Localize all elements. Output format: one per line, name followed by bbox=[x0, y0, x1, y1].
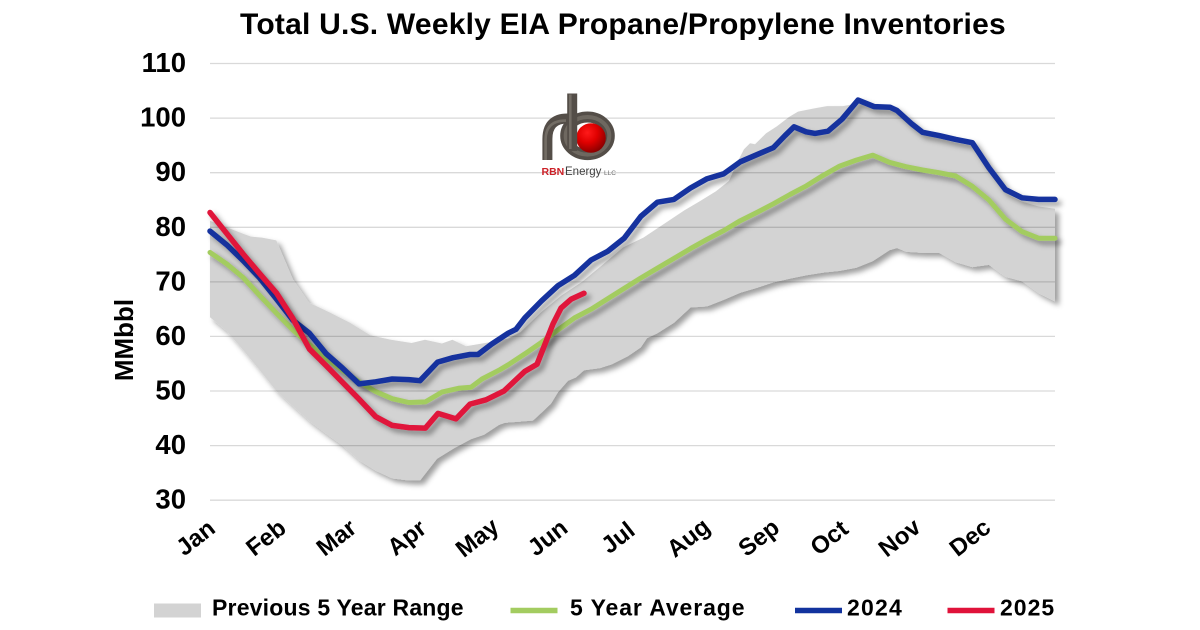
svg-text:2024: 2024 bbox=[847, 595, 903, 621]
svg-text:RBN: RBN bbox=[542, 166, 565, 178]
svg-text:110: 110 bbox=[142, 47, 186, 78]
svg-text:90: 90 bbox=[155, 156, 186, 187]
svg-text:80: 80 bbox=[155, 211, 186, 242]
svg-text:100: 100 bbox=[140, 102, 186, 133]
svg-text:5 Year Average: 5 Year Average bbox=[570, 595, 745, 621]
svg-text:40: 40 bbox=[155, 429, 186, 460]
svg-text:MMbbl: MMbbl bbox=[109, 299, 139, 381]
svg-text:50: 50 bbox=[155, 375, 186, 406]
svg-text:60: 60 bbox=[155, 320, 186, 351]
svg-text:Energy: Energy bbox=[565, 166, 602, 178]
svg-text:LLC: LLC bbox=[604, 170, 616, 177]
svg-text:Total U.S. Weekly EIA Propane/: Total U.S. Weekly EIA Propane/Propylene … bbox=[240, 8, 1006, 41]
svg-text:Previous 5 Year Range: Previous 5 Year Range bbox=[212, 595, 464, 621]
svg-text:30: 30 bbox=[155, 484, 186, 515]
svg-text:70: 70 bbox=[155, 265, 186, 296]
svg-text:2025: 2025 bbox=[1000, 595, 1055, 621]
